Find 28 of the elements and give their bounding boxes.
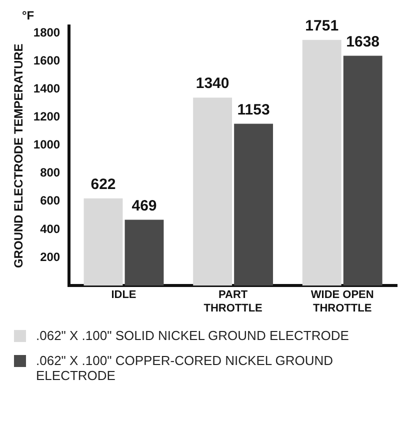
bar (193, 98, 232, 286)
data-label: 1751 (305, 18, 339, 35)
x-tick-label: PART THROTTLE (204, 289, 262, 314)
data-label: 1638 (346, 33, 380, 50)
y-tick-label: 1600 (33, 53, 60, 68)
data-label: 622 (90, 176, 116, 193)
legend-label: .062" X .100" SOLID NICKEL GROUND ELECTRODE (36, 328, 349, 343)
y-tick-label: 800 (40, 166, 60, 180)
y-tick-label: 600 (40, 194, 60, 208)
y-tick-label: 1400 (33, 81, 60, 96)
y-tick-label: 200 (40, 250, 60, 264)
data-label: 1153 (237, 101, 270, 118)
legend-label: .062" X .100" COPPER-CORED NICKEL GROUND ELECTRODE (36, 353, 334, 383)
y-axis-title: GROUND ELECTRODE TEMPERATURE (12, 44, 26, 268)
y-tick-label: 1000 (33, 138, 60, 152)
x-tick-label: WIDE OPEN THROTTLE (310, 289, 374, 314)
x-tick-label: IDLE (111, 289, 136, 302)
text: °F (22, 8, 34, 22)
bar (234, 124, 274, 286)
bar (84, 198, 123, 286)
bar (343, 56, 382, 286)
data-label: 469 (132, 197, 157, 214)
bar (124, 220, 164, 286)
bar (302, 40, 342, 286)
y-tick-label: 1200 (33, 110, 60, 124)
y-tick-label: 400 (40, 222, 60, 236)
data-label: 1340 (196, 75, 230, 92)
y-tick-label: 1800 (33, 25, 60, 40)
